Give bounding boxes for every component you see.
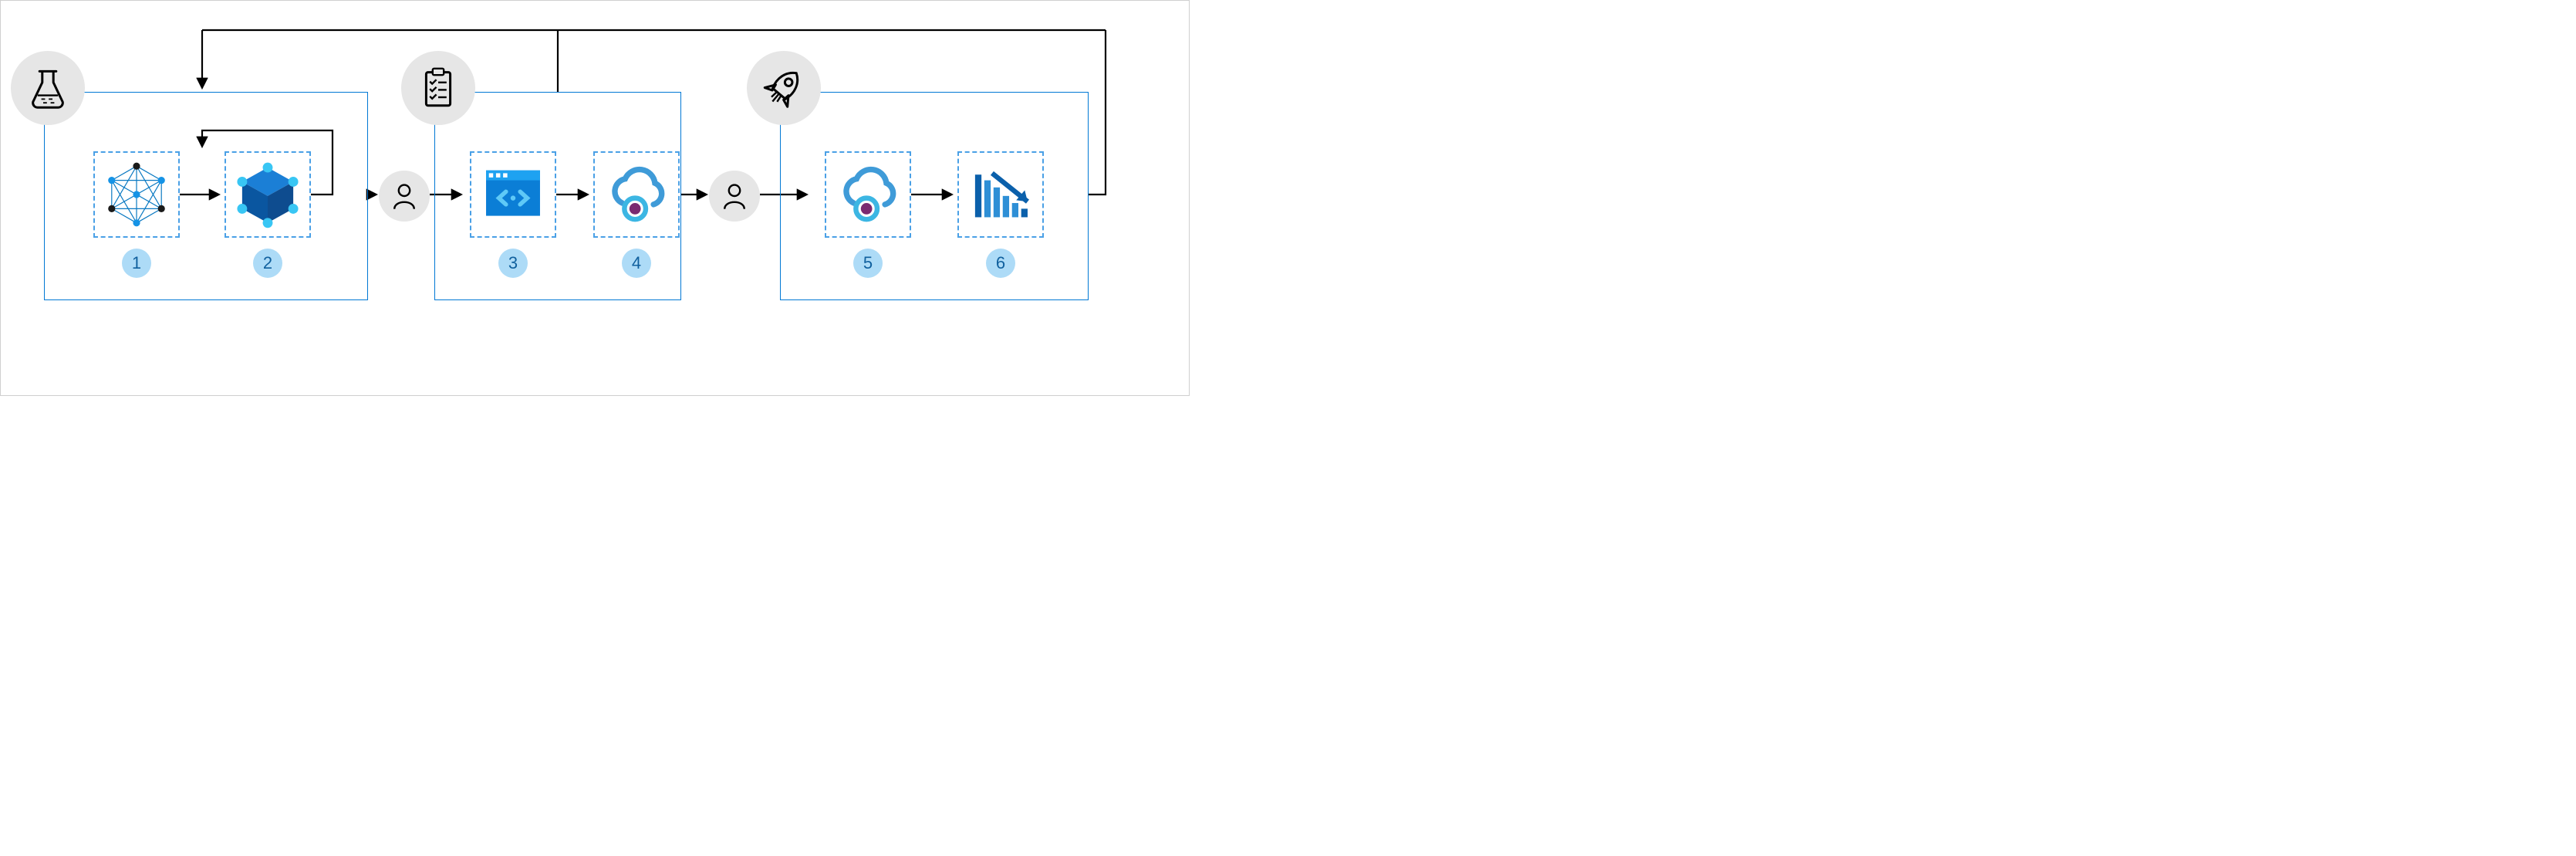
- cloud-target-icon: [601, 159, 672, 230]
- step-number-3: 3: [498, 249, 528, 278]
- clipboard-icon: [401, 51, 475, 125]
- step-number-2: 2: [253, 249, 282, 278]
- step-number-4: 4: [622, 249, 651, 278]
- cloud-target-icon: [832, 159, 903, 230]
- chart-down-icon: [965, 159, 1036, 230]
- rocket-icon: [747, 51, 821, 125]
- code-window-icon: [478, 159, 549, 230]
- step-number-6: 6: [986, 249, 1015, 278]
- person-icon: [379, 171, 430, 222]
- person-icon: [709, 171, 760, 222]
- phase-1: [44, 92, 368, 300]
- network-icon: [101, 159, 172, 230]
- beaker-icon: [11, 51, 85, 125]
- step-number-1: 1: [122, 249, 151, 278]
- step-number-5: 5: [853, 249, 883, 278]
- pipeline-diagram: 1 2 3 4 5: [0, 0, 1190, 396]
- cube-icon: [232, 159, 303, 230]
